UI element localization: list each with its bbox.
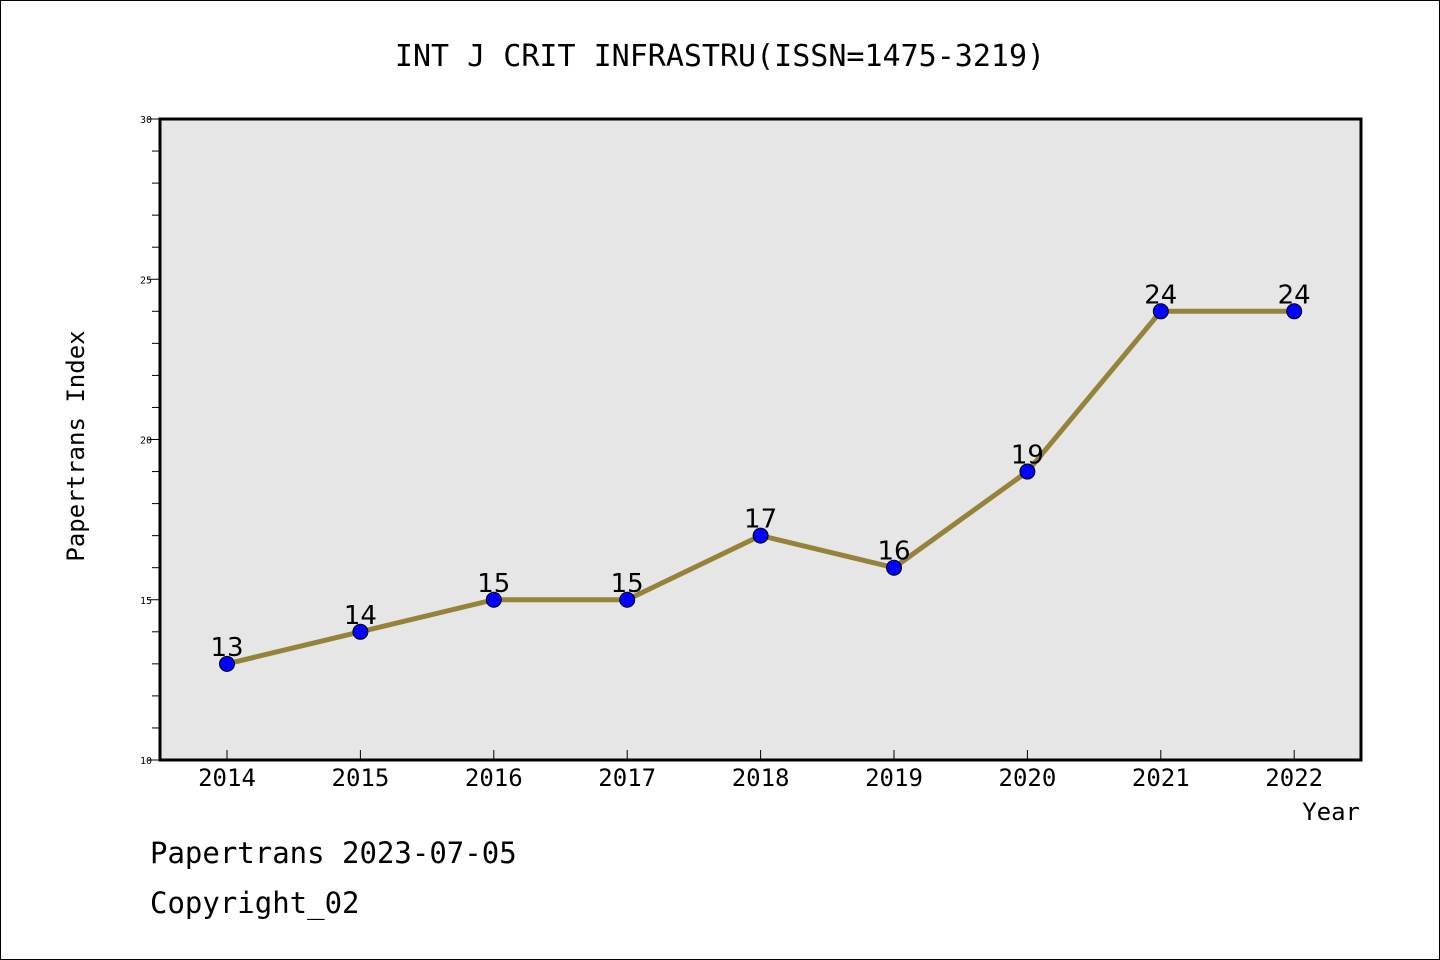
data-label: 16 (877, 537, 910, 567)
x-tick-label: 2021 (1132, 764, 1190, 792)
data-label: 13 (210, 633, 243, 663)
y-tick-label: 15 (140, 596, 152, 607)
footer-copyright: Copyright_02 (150, 886, 360, 920)
chart-title: INT J CRIT INFRASTRU(ISSN=1475-3219) (395, 39, 1045, 74)
data-label: 15 (477, 569, 510, 599)
data-point (1152, 303, 1169, 320)
y-tick-label: 30 (140, 115, 152, 126)
plot-border (158, 117, 1363, 762)
y-tick-label: 20 (140, 436, 152, 447)
x-tick-label: 2022 (1265, 764, 1323, 792)
plot-background (160, 119, 1361, 760)
data-label: 19 (1011, 441, 1044, 471)
data-point (1286, 303, 1303, 320)
data-label: 17 (744, 505, 777, 535)
footer-date: Papertrans 2023-07-05 (150, 836, 517, 870)
x-axis-label: Year (1302, 798, 1360, 826)
y-axis-label: Papertrans Index (62, 330, 90, 561)
y-tick-label: 25 (140, 275, 152, 286)
data-label: 24 (1278, 280, 1311, 310)
y-tick-label: 10 (140, 756, 152, 767)
data-point (886, 559, 902, 576)
data-point (752, 527, 769, 544)
data-label: 24 (1144, 280, 1177, 310)
data-label: 15 (611, 569, 644, 599)
data-point (1019, 463, 1036, 480)
x-tick-label: 2015 (332, 764, 390, 792)
data-label: 14 (344, 601, 377, 631)
x-tick-label: 2016 (465, 764, 523, 792)
plot-area: 10 15 20 25 30 2014 2015 2016 2017 2018 2019 2020 20… (140, 115, 1363, 792)
data-point (619, 591, 636, 608)
data-point (219, 655, 235, 672)
data-point (352, 623, 369, 640)
data-point (485, 591, 502, 608)
x-tick-label: 2019 (865, 764, 923, 792)
x-tick-label: 2017 (598, 764, 656, 792)
x-tick-label: 2014 (198, 764, 256, 792)
x-tick-label: 2020 (999, 764, 1057, 792)
x-tick-label: 2018 (732, 764, 790, 792)
